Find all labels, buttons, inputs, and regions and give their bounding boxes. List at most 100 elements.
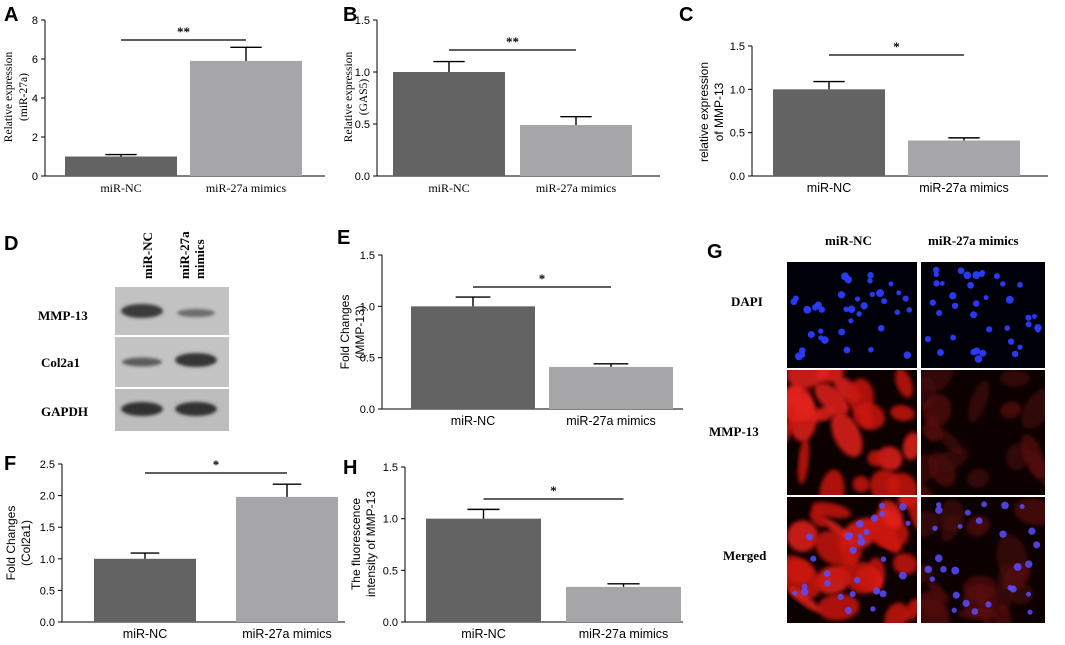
nucleus-dot bbox=[896, 290, 902, 296]
y-axis-label: Relative expression bbox=[343, 52, 355, 143]
nucleus-dot bbox=[824, 580, 831, 587]
x-category-label: miR-27a mimics bbox=[919, 181, 1009, 195]
y-tick-label: 2.5 bbox=[40, 459, 55, 471]
y-axis-label: (Col2a1) bbox=[19, 520, 33, 566]
nucleus-dot bbox=[848, 318, 854, 324]
nucleus-dot bbox=[810, 555, 817, 562]
nucleus-dot bbox=[971, 608, 979, 615]
cell-signal bbox=[967, 380, 990, 423]
nucleus-dot bbox=[967, 281, 975, 289]
nucleus-dot bbox=[957, 267, 965, 275]
cell-signal bbox=[1021, 387, 1045, 429]
nucleus-dot bbox=[985, 601, 992, 608]
nucleus-dot bbox=[951, 607, 957, 613]
nucleus-dot bbox=[888, 281, 894, 287]
cell-signal bbox=[890, 404, 915, 422]
cell-signal bbox=[902, 432, 917, 461]
nucleus-dot bbox=[807, 330, 815, 338]
cell-signal bbox=[905, 497, 917, 530]
y-tick-label: 2.0 bbox=[40, 491, 55, 503]
x-category-label: miR-27a mimics bbox=[566, 414, 656, 428]
nucleus-dot bbox=[1028, 527, 1036, 535]
nucleus-dot bbox=[867, 278, 873, 284]
cell-signal bbox=[921, 477, 937, 495]
nucleus-dot bbox=[975, 517, 983, 525]
y-axis-label: The fluorescence bbox=[349, 498, 363, 590]
y-tick-label: 0 bbox=[32, 171, 38, 183]
nucleus-dot bbox=[899, 503, 907, 511]
blot-row-mmp13: MMP-13 bbox=[38, 308, 88, 323]
cell-signal bbox=[787, 415, 795, 447]
bar bbox=[65, 156, 177, 176]
y-tick-label: 1.5 bbox=[383, 462, 398, 474]
cell-signal bbox=[958, 608, 998, 620]
nucleus-dot bbox=[1033, 541, 1041, 549]
y-axis-label: intensity of MMP-13 bbox=[364, 491, 378, 597]
nucleus-dot bbox=[860, 302, 868, 310]
nucleus-dot bbox=[963, 271, 972, 280]
blot-band-gapdh-nc bbox=[121, 402, 163, 416]
y-tick-label: 6 bbox=[32, 54, 38, 66]
western-blot-panel: miR-NC miR-27a mimics MMP-13 Col2a1 GAPD… bbox=[38, 231, 229, 431]
bar bbox=[94, 558, 196, 622]
x-category-label: miR-NC bbox=[123, 627, 167, 641]
nucleus-dot bbox=[870, 514, 879, 523]
nucleus-dot bbox=[843, 346, 851, 354]
nucleus-dot bbox=[957, 524, 963, 529]
nucleus-dot bbox=[905, 520, 911, 526]
chart-panel-f: 0.0 0.5 1.0 1.5 2.0 2.5 miR-NC miR-27a mimics * F… bbox=[4, 457, 345, 641]
micrograph-tile bbox=[787, 262, 917, 368]
nucleus-dot bbox=[847, 305, 856, 313]
cell-signal bbox=[904, 598, 917, 621]
nucleus-dot bbox=[934, 554, 943, 563]
fluor-row-merged: Merged bbox=[723, 548, 767, 563]
nucleus-dot bbox=[854, 296, 861, 302]
nucleus-dot bbox=[844, 606, 853, 615]
nucleus-dot bbox=[1032, 313, 1037, 319]
x-category-label: miR-NC bbox=[451, 414, 495, 428]
significance-marker: * bbox=[893, 39, 900, 54]
cell-signal bbox=[815, 530, 852, 566]
nucleus-dot bbox=[983, 295, 989, 301]
nucleus-dot bbox=[906, 307, 913, 313]
nucleus-dot bbox=[964, 509, 971, 516]
bar bbox=[393, 72, 505, 176]
y-axis-label: of MMP-13 bbox=[712, 82, 726, 141]
y-tick-label: 0.5 bbox=[730, 128, 745, 140]
nucleus-dot bbox=[869, 291, 875, 298]
bar bbox=[190, 60, 302, 177]
cell-signal bbox=[787, 370, 831, 389]
nucleus-dot bbox=[848, 532, 854, 538]
cell-signal bbox=[852, 475, 870, 493]
x-category-label: miR-NC bbox=[461, 627, 505, 641]
nucleus-dot bbox=[800, 587, 809, 596]
nucleus-dot bbox=[951, 566, 960, 575]
chart-panel-c: 0.0 0.5 1.0 1.5 miR-NC miR-27a mimics * relativ… bbox=[697, 39, 1048, 195]
nucleus-dot bbox=[818, 306, 825, 313]
nucleus-dot bbox=[821, 336, 829, 344]
nucleus-dot bbox=[924, 565, 932, 574]
y-tick-label: 1.0 bbox=[730, 84, 745, 96]
nucleus-dot bbox=[1025, 591, 1032, 597]
nucleus-dot bbox=[970, 348, 978, 356]
panel-letter-a: A bbox=[4, 4, 18, 26]
nucleus-dot bbox=[857, 533, 863, 539]
panel-letter-h: H bbox=[343, 457, 357, 479]
blot-column-nc: miR-NC bbox=[140, 232, 155, 279]
significance-marker: ** bbox=[506, 34, 519, 49]
nucleus-dot bbox=[867, 272, 874, 279]
cell-signal bbox=[878, 500, 904, 528]
x-category-label: miR-27a mimics bbox=[206, 181, 287, 195]
y-tick-label: 1.5 bbox=[360, 250, 375, 262]
nucleus-dot bbox=[880, 556, 887, 562]
nucleus-dot bbox=[879, 511, 886, 517]
nucleus-dot bbox=[823, 570, 831, 577]
nucleus-dot bbox=[844, 276, 853, 284]
nucleus-dot bbox=[838, 328, 846, 336]
cell-signal bbox=[819, 469, 845, 495]
nucleus-dot bbox=[932, 266, 940, 274]
nucleus-dot bbox=[870, 606, 876, 612]
nucleus-dot bbox=[939, 281, 945, 286]
cell-signal bbox=[1020, 434, 1045, 479]
